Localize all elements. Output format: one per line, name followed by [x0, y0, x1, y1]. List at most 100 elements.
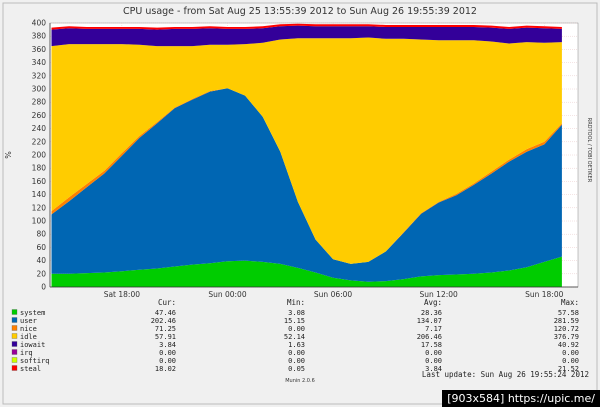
- x-tick-label: Sun 18:00: [525, 290, 563, 299]
- legend-row-system: system 47.46 3.08 28.36 57.58: [11, 309, 579, 317]
- legend-header-cur: Cur:: [158, 298, 176, 307]
- legend-header-max: Max:: [561, 298, 579, 307]
- legend-min: 52.14: [284, 333, 305, 341]
- legend-cur: 3.84: [159, 341, 176, 349]
- legend-cur: 57.91: [155, 333, 176, 341]
- legend-name: nice: [20, 325, 37, 333]
- y-tick-label: 300: [32, 85, 47, 94]
- legend-avg: 7.17: [425, 325, 442, 333]
- x-tick-label: Sat 18:00: [104, 290, 141, 299]
- y-tick-label: 220: [32, 137, 47, 146]
- area-user: [51, 88, 562, 282]
- axes: 0 20 40 60 80 100 120 140 160 180 200 220 240 260 280 3…: [32, 19, 578, 299]
- y-tick-label: 340: [32, 58, 47, 67]
- legend-swatch: [11, 325, 18, 331]
- x-tick-label: Sun 00:00: [208, 290, 246, 299]
- y-tick-label: 180: [32, 164, 47, 173]
- y-tick-label: 0: [41, 283, 46, 292]
- legend-rows: system 47.46 3.08 28.36 57.58 user 202.46 15.15…: [11, 309, 579, 373]
- y-axis-label: %: [4, 151, 13, 159]
- legend-name: iowait: [20, 341, 45, 349]
- legend-name: irq: [20, 349, 33, 357]
- legend-row-idle: idle 57.91 52.14 206.46 376.79: [11, 333, 579, 341]
- legend-row-nice: nice 71.25 0.00 7.17 120.72: [11, 325, 579, 333]
- y-tick-label: 400: [32, 19, 47, 28]
- y-tick-label: 380: [32, 32, 47, 41]
- y-tick-label: 20: [36, 269, 46, 278]
- legend-cur: 0.00: [159, 357, 176, 365]
- legend-avg: 3.84: [425, 365, 442, 373]
- legend-name: system: [20, 309, 45, 317]
- y-tick-label: 320: [32, 71, 47, 80]
- legend-swatch: [11, 309, 18, 315]
- legend-min: 3.08: [288, 309, 305, 317]
- y-tick-label: 60: [36, 243, 46, 252]
- legend-min: 0.00: [288, 349, 305, 357]
- y-tick-label: 240: [32, 124, 47, 133]
- y-tick-label: 100: [32, 217, 47, 226]
- legend-row-iowait: iowait 3.84 1.63 17.58 40.92: [11, 341, 579, 349]
- legend-cur: 0.00: [159, 349, 176, 357]
- legend-max: 21.52: [558, 365, 579, 373]
- legend-row-steal: steal 18.02 0.05 3.84 21.52: [11, 365, 579, 373]
- legend-swatch: [11, 317, 18, 323]
- legend-max: 281.59: [554, 317, 579, 325]
- last-update: Last update: Sun Aug 26 19:55:24 2012: [422, 370, 589, 379]
- legend-min: 0.05: [288, 365, 305, 373]
- y-tick-label: 40: [36, 256, 46, 265]
- upic-watermark: [903x584] https://upic.me/: [442, 390, 600, 407]
- legend-max: 0.00: [562, 349, 579, 357]
- area-steal: [51, 23, 562, 30]
- legend-name: softirq: [20, 357, 50, 365]
- legend-swatch: [11, 365, 18, 371]
- legend-row-user: user 202.46 15.15 134.07 281.59: [11, 317, 579, 325]
- legend-max: 120.72: [554, 325, 579, 333]
- y-tick-label: 120: [32, 203, 47, 212]
- legend-swatch: [11, 349, 18, 355]
- munin-brand: Munin 2.0.6: [285, 378, 315, 384]
- legend-name: idle: [20, 333, 37, 341]
- stacked-areas: [51, 23, 562, 287]
- legend-avg: 17.58: [421, 341, 442, 349]
- legend-swatch: [11, 357, 18, 363]
- y-tick-label: 160: [32, 177, 47, 186]
- legend-avg: 0.00: [425, 349, 442, 357]
- y-tick-label: 200: [32, 151, 47, 160]
- legend-name: user: [20, 317, 37, 325]
- legend-header-min: Min:: [287, 298, 305, 307]
- legend-table: Cur: Min: Avg: Max: system 47.46 3.08 28.36…: [11, 298, 579, 373]
- y-tick-label: 260: [32, 111, 47, 120]
- chart-title: CPU usage - from Sat Aug 25 13:55:39 201…: [123, 6, 477, 17]
- rrdtool-side-label: RRDTOOL / TOBI OETIKER: [586, 118, 592, 183]
- legend-min: 1.63: [288, 341, 305, 349]
- legend-avg: 0.00: [425, 357, 442, 365]
- legend-min: 0.00: [288, 325, 305, 333]
- legend-swatch: [11, 341, 18, 347]
- area-system: [51, 256, 562, 287]
- y-tick-label: 80: [36, 230, 46, 239]
- y-tick-label: 360: [32, 45, 47, 54]
- area-idle: [51, 37, 562, 264]
- legend-row-irq: irq 0.00 0.00 0.00 0.00: [11, 349, 579, 357]
- legend-min: 0.00: [288, 357, 305, 365]
- legend-max: 0.00: [562, 357, 579, 365]
- legend-header-avg: Avg:: [424, 298, 442, 307]
- y-tick-label: 140: [32, 190, 47, 199]
- legend-avg: 28.36: [421, 309, 442, 317]
- legend-swatch: [11, 333, 18, 339]
- legend-name: steal: [20, 365, 41, 373]
- legend-min: 15.15: [284, 317, 305, 325]
- area-iowait: [51, 25, 562, 47]
- legend-row-softirq: softirq 0.00 0.00 0.00 0.00: [11, 357, 579, 365]
- legend-max: 376.79: [554, 333, 579, 341]
- legend-max: 57.58: [558, 309, 579, 317]
- x-tick-label: Sun 06:00: [314, 290, 352, 299]
- y-tick-label: 280: [32, 98, 47, 107]
- x-tick-label: Sun 12:00: [420, 290, 458, 299]
- legend-cur: 71.25: [155, 325, 176, 333]
- legend-avg: 134.07: [417, 317, 442, 325]
- legend-avg: 206.46: [417, 333, 442, 341]
- legend-cur: 47.46: [155, 309, 176, 317]
- legend-max: 40.92: [558, 341, 579, 349]
